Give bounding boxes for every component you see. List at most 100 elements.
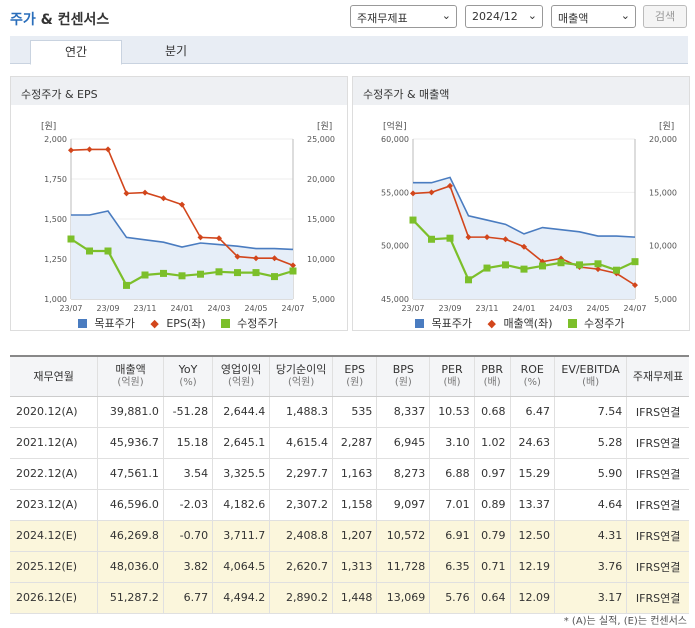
table-cell: IFRS연결 [626,427,689,459]
table-cell: 6.91 [429,520,475,552]
table-cell: 46,596.0 [97,489,164,521]
y-tick-right: 10,000 [307,255,335,264]
chevron-down-icon: ⌄ [620,9,630,22]
left-series-point [142,189,148,196]
table-cell: 1,313 [331,551,377,583]
left-series-point [86,146,93,153]
y-tick-left: 1,750 [44,175,67,184]
metric-select[interactable]: 매출액 ⌄ [551,5,636,28]
table-cell: IFRS연결 [626,520,689,552]
left-series-point [484,234,490,241]
left-series-point [465,234,472,241]
footnote: * (A)는 실적, (E)는 컨센서스 [563,616,687,627]
left-series-point [216,235,222,242]
table-cell: 6,945 [376,427,430,459]
table-cell: 0.68 [473,396,511,428]
chart-price-sales: 수정주가 & 매출액 [억원] [원] 45,000 50,000 55,000 60,0… [352,76,690,331]
financial-statement-select[interactable]: 주재무제표 ⌄ [350,5,457,28]
table-row: 2024.12(E) 46,269.8 -0.70 3,711.7 2,408.8 1,2… [10,520,689,552]
column-header: BPS (원) [376,355,430,397]
table-cell: 15.18 [162,427,213,459]
table-cell: 2,620.7 [269,551,333,583]
y-tick-left: 60,000 [381,135,409,144]
price-point [613,266,620,274]
left-series-point [179,201,185,208]
x-tick: 23/11 [133,304,156,313]
y-tick-right: 20,000 [307,175,335,184]
table-cell: 6.77 [162,582,213,614]
table-cell: 4,615.4 [269,427,333,459]
table-cell: IFRS연결 [626,551,689,583]
table-row: 2021.12(A) 45,936.7 15.18 2,645.1 4,615.4 2,2… [10,427,689,459]
price-point [483,264,491,272]
page-title: 주가 & 컨센서스 [10,12,110,28]
table-cell: 10,572 [376,520,430,552]
table-cell: 12.09 [509,582,555,614]
axis-unit-left: [원] [41,121,56,132]
table-cell: 2,287 [331,427,377,459]
table-cell: 535 [331,396,377,428]
search-button[interactable]: 검색 [643,5,687,28]
column-header: 매출액 (억원) [97,355,164,397]
table-cell: 2,307.2 [269,489,333,521]
left-series-point [521,243,527,250]
table-cell: 2025.12(E) [10,551,98,583]
table-cell: -0.70 [162,520,213,552]
price-point [539,262,546,270]
table-row: 2023.12(A) 46,596.0 -2.03 4,182.6 2,307.2 1,1… [10,489,689,521]
y-tick-right: 10,000 [649,242,677,251]
price-point [104,247,112,255]
legend-target: 목표주가 [415,317,475,330]
price-point [252,269,260,277]
price-point [160,269,167,277]
tab-annual[interactable]: 연간 [30,40,122,65]
price-point [86,247,93,255]
x-tick: 24/05 [586,304,609,313]
x-tick: 23/09 [438,304,461,313]
column-header: PBR (배) [473,355,511,397]
table-cell: 2026.12(E) [10,582,98,614]
table-cell: 45,936.7 [97,427,164,459]
target-price-line [71,210,294,251]
table-cell: 0.71 [473,551,511,583]
column-header: PER (배) [429,355,475,397]
chevron-down-icon: ⌄ [527,9,537,22]
table-cell: 3.54 [162,458,213,490]
price-point [215,268,223,276]
table-cell: 15.29 [509,458,555,490]
table-cell: 5.90 [553,458,627,490]
period-select[interactable]: 2024/12 ⌄ [465,5,543,28]
y-tick-left: 1,000 [44,295,67,304]
y-tick-right: 5,000 [312,295,335,304]
table-cell: 0.79 [473,520,511,552]
column-header: 영업이익 (억원) [212,355,270,397]
table-cell: 4.31 [553,520,627,552]
price-point [289,267,297,275]
table-cell: 2,644.4 [212,396,270,428]
y-tick-right: 15,000 [307,215,335,224]
left-series-point [234,253,241,260]
price-point [465,276,472,284]
y-tick-left: 45,000 [381,295,409,304]
column-header: 당기순이익 (억원) [269,355,333,397]
y-tick-right: 20,000 [649,135,677,144]
x-tick: 23/11 [475,304,498,313]
table-cell: 4,064.5 [212,551,270,583]
left-series-point [271,255,278,262]
axis-unit-right: [원] [659,121,674,132]
table-cell: 13,069 [376,582,430,614]
y-tick-right: 25,000 [307,135,335,144]
table-cell: 3.82 [162,551,213,583]
target-price-area [71,211,293,299]
table-cell: 9,097 [376,489,430,521]
table-row: 2025.12(E) 48,036.0 3.82 4,064.5 2,620.7 1,31… [10,551,689,583]
table-cell: 13.37 [509,489,555,521]
legend-target: 목표주가 [78,317,138,330]
x-tick: 23/07 [401,304,424,313]
price-point [409,216,417,224]
legend-eps: ◆ EPS(좌) [150,317,206,330]
table-cell: 2020.12(A) [10,396,98,428]
tab-quarterly[interactable]: 분기 [164,44,188,58]
header: 주가 & 컨센서스 주재무제표 ⌄ 2024/12 ⌄ 매출액 ⌄ 검색 [0,0,695,34]
price-point [178,272,186,280]
